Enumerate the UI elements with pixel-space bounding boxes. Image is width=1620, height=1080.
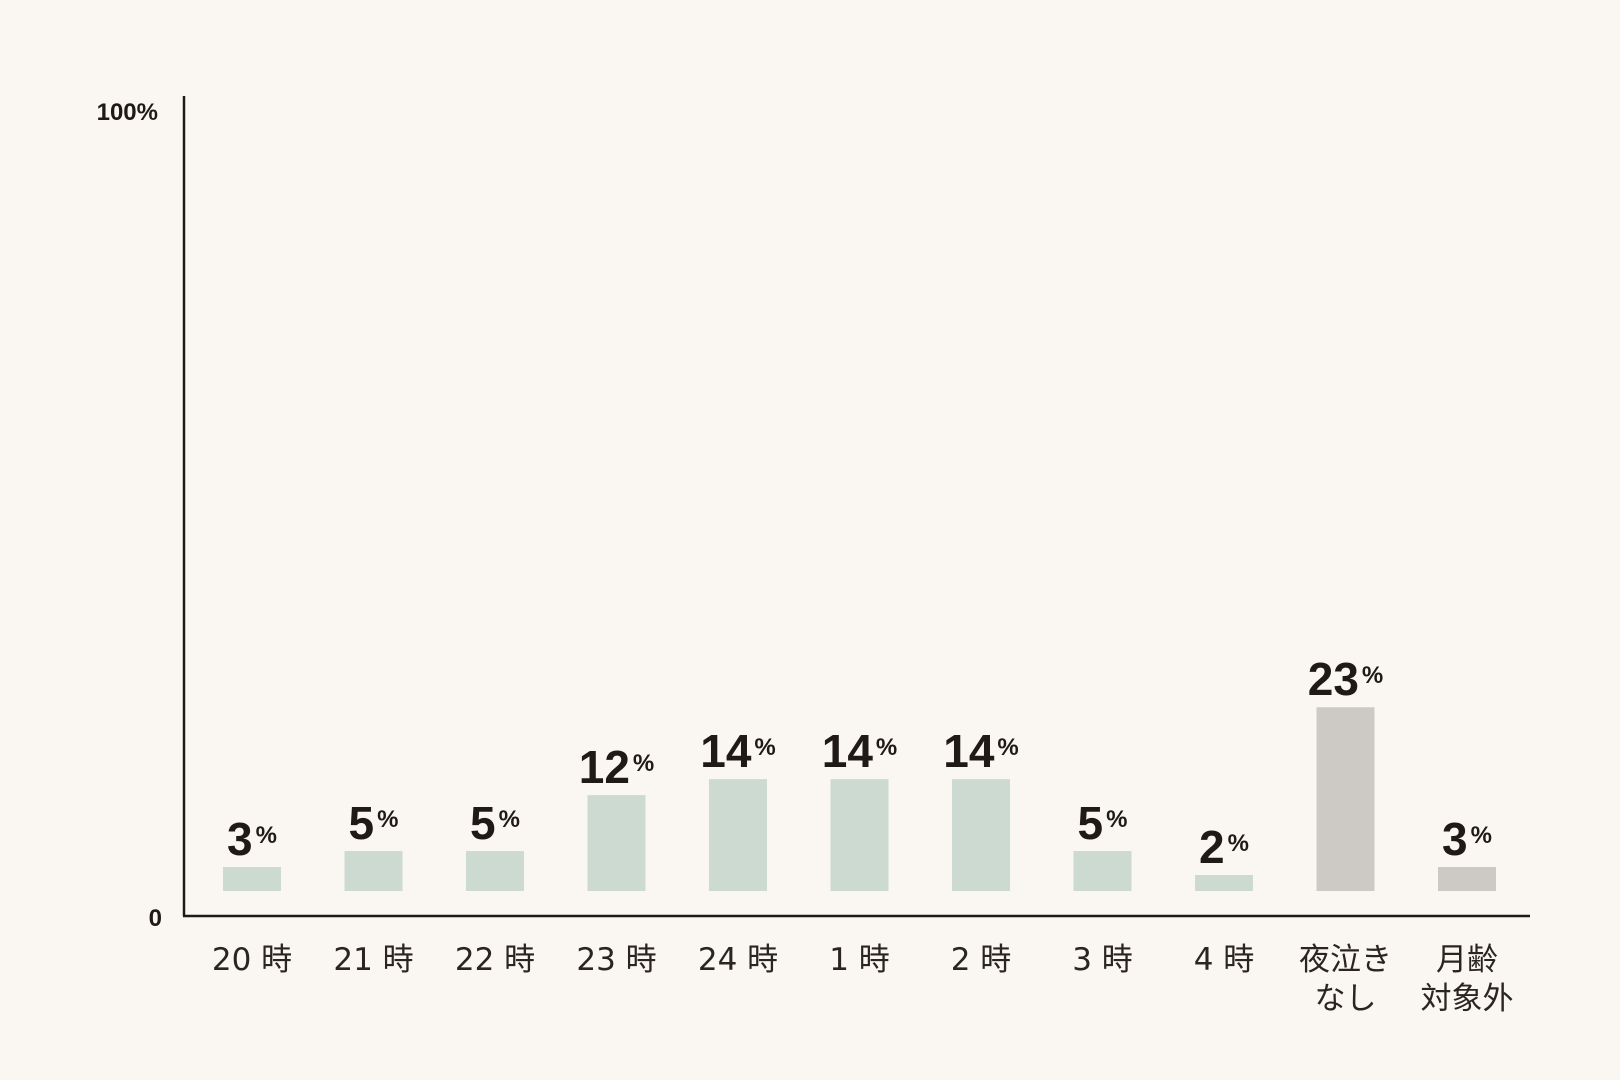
bar bbox=[1195, 875, 1253, 891]
bar bbox=[709, 779, 767, 891]
bar-value-label: 14% bbox=[700, 725, 776, 777]
x-tick-label: 21 時 bbox=[333, 942, 413, 978]
bar-value-label: 5% bbox=[349, 797, 399, 849]
bar-value-label: 14% bbox=[943, 725, 1019, 777]
bar bbox=[952, 779, 1010, 891]
y-tick-label-max: 100% bbox=[97, 99, 158, 126]
bar bbox=[344, 851, 403, 891]
x-tick-label: 20 時 bbox=[212, 942, 292, 978]
category-labels-layer: 20 時 21 時 22 時 23 時 24 時 1 時 2 時 3 時 4 時 夜泣きなし月齢対… bbox=[212, 942, 1514, 1017]
bar-value-label: 3% bbox=[227, 813, 277, 865]
x-tick-label: 3 時 bbox=[1072, 942, 1133, 978]
x-tick-label: 22 時 bbox=[455, 942, 535, 978]
x-tick-label: 4 時 bbox=[1194, 942, 1255, 978]
bar-value-label: 23% bbox=[1308, 653, 1384, 705]
bar bbox=[466, 851, 524, 891]
bar bbox=[1073, 851, 1132, 891]
x-tick-label: 1 時 bbox=[829, 942, 890, 978]
bar-value-label: 12% bbox=[579, 741, 655, 793]
axes-layer: 100% 0 bbox=[97, 96, 1530, 932]
bar bbox=[830, 779, 889, 891]
bar-value-label: 2% bbox=[1199, 821, 1249, 873]
bar-value-label: 5% bbox=[1078, 797, 1128, 849]
x-tick-label: 23 時 bbox=[576, 942, 656, 978]
value-labels-layer: 3% 5% 5 % 12% 14% 14% 14 % 5 % 2 % 23 % 3% bbox=[227, 653, 1492, 873]
bar-value-label: 3% bbox=[1442, 813, 1492, 865]
x-tick-label: 24 時 bbox=[698, 942, 778, 978]
bar bbox=[223, 867, 281, 891]
bar-value-label: 14% bbox=[822, 725, 898, 777]
bars-layer bbox=[223, 707, 1496, 891]
y-tick-label-zero: 0 bbox=[149, 905, 162, 932]
x-tick-label: 2 時 bbox=[951, 942, 1012, 978]
bar bbox=[1438, 867, 1496, 891]
bar-value-label: 5% bbox=[470, 797, 520, 849]
x-tick-label: 月齢対象外 bbox=[1421, 942, 1514, 1017]
bar bbox=[1316, 707, 1375, 891]
x-tick-label: 夜泣きなし bbox=[1299, 942, 1392, 1017]
bar bbox=[587, 795, 646, 891]
